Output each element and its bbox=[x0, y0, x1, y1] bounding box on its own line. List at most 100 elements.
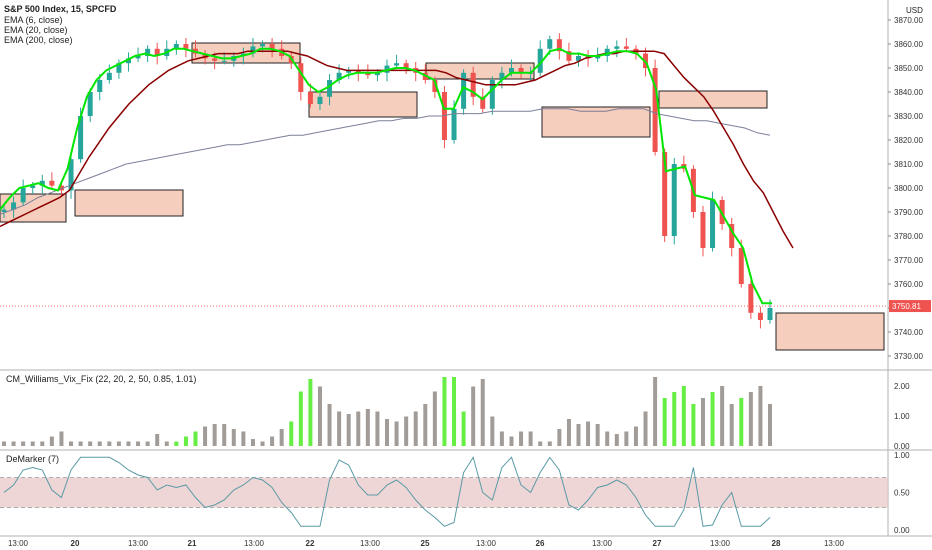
candle-body bbox=[767, 308, 773, 320]
candle-body bbox=[106, 72, 112, 80]
vix-bar bbox=[174, 441, 179, 446]
time-tick-label: 20 bbox=[71, 539, 80, 548]
candle-body bbox=[250, 46, 256, 54]
vix-bar bbox=[136, 441, 141, 446]
candle-body bbox=[614, 46, 620, 49]
vix-bar bbox=[298, 391, 303, 446]
vix-bar bbox=[576, 424, 581, 446]
candle-body bbox=[576, 56, 581, 61]
candle-body bbox=[1, 209, 7, 212]
candle-body bbox=[68, 159, 74, 191]
candle-body bbox=[394, 63, 400, 66]
candle-body bbox=[757, 312, 763, 320]
vix-bar bbox=[471, 386, 476, 446]
time-tick-label: 28 bbox=[772, 539, 781, 548]
candle-body bbox=[317, 96, 323, 104]
vix-bar bbox=[317, 386, 322, 446]
vix-bar bbox=[748, 392, 753, 446]
currency-label: USD bbox=[906, 6, 923, 15]
candle-body bbox=[508, 68, 514, 73]
vix-bar bbox=[643, 411, 648, 446]
time-tick-label: 21 bbox=[188, 539, 197, 548]
vix-bar bbox=[107, 441, 112, 446]
candle-body bbox=[11, 202, 17, 210]
candle-body bbox=[604, 48, 610, 56]
demarker-panel-title[interactable]: DeMarker (7) bbox=[6, 454, 60, 464]
vix-bar bbox=[768, 404, 772, 446]
candle-body bbox=[518, 68, 524, 73]
time-tick-label: 13:00 bbox=[824, 539, 845, 548]
vix-bar bbox=[231, 429, 236, 446]
supply-demand-zone bbox=[541, 106, 651, 138]
vix-bar bbox=[614, 434, 619, 446]
ema200-line bbox=[0, 108, 771, 215]
demarker-band bbox=[0, 477, 888, 508]
vix-bar bbox=[11, 441, 16, 446]
candle-body bbox=[738, 248, 744, 284]
vix-bar bbox=[270, 436, 275, 446]
vix-panel-title[interactable]: CM_Williams_Vix_Fix (22, 20, 2, 50, 0.85… bbox=[6, 374, 197, 384]
vix-bar bbox=[490, 416, 495, 446]
vix-bar bbox=[346, 414, 351, 446]
legend-ema20[interactable]: EMA (20, close) bbox=[4, 25, 68, 35]
vix-bar bbox=[183, 436, 188, 446]
last-price-badge bbox=[889, 300, 931, 313]
vix-bar bbox=[681, 386, 686, 446]
candle-body bbox=[307, 92, 313, 104]
candle-body bbox=[556, 39, 562, 52]
price-tick-label: 3820.00 bbox=[894, 136, 923, 145]
candle-body bbox=[183, 44, 189, 49]
vix-bar bbox=[710, 392, 715, 446]
candle-body bbox=[260, 44, 266, 47]
candle-body bbox=[221, 60, 227, 62]
legend-ema200[interactable]: EMA (200, close) bbox=[4, 35, 73, 45]
vix-bar bbox=[700, 398, 705, 446]
candle-body bbox=[480, 96, 486, 109]
price-tick-label: 3840.00 bbox=[894, 88, 923, 97]
candle-body bbox=[39, 180, 45, 186]
time-tick-label: 26 bbox=[536, 539, 545, 548]
candle-body bbox=[671, 164, 677, 236]
vix-bar bbox=[116, 441, 121, 446]
vix-bar bbox=[164, 441, 169, 446]
vix-bar bbox=[40, 441, 45, 446]
supply-demand-zone bbox=[308, 91, 418, 118]
vix-bar bbox=[423, 404, 428, 446]
time-axis: 13:00 20 13:00 21 13:00 22 13:00 25 13:00 26 13:00… bbox=[8, 539, 845, 548]
vix-bar bbox=[145, 441, 150, 446]
price-tick-label: 3740.00 bbox=[894, 328, 923, 337]
time-tick-label: 13:00 bbox=[8, 539, 29, 548]
vix-bar bbox=[59, 431, 64, 446]
time-tick-label: 13:00 bbox=[592, 539, 613, 548]
candle-body bbox=[489, 80, 495, 109]
vix-bar bbox=[49, 436, 54, 446]
vix-bar bbox=[126, 441, 131, 446]
time-tick-label: 25 bbox=[421, 539, 430, 548]
supply-demand-zone bbox=[775, 312, 885, 351]
candle-body bbox=[346, 70, 352, 73]
candle-body bbox=[154, 48, 160, 56]
vix-bar bbox=[758, 386, 763, 446]
vix-bar bbox=[212, 424, 217, 446]
candle-body bbox=[49, 180, 55, 186]
candle-body bbox=[298, 63, 304, 92]
supply-demand-zone bbox=[74, 189, 184, 217]
legend-ema6[interactable]: EMA (6, close) bbox=[4, 15, 63, 25]
time-tick-label: 13:00 bbox=[710, 539, 731, 548]
candle-body bbox=[374, 72, 380, 76]
vix-bar bbox=[605, 431, 610, 446]
vix-bar bbox=[30, 441, 35, 446]
candle-body bbox=[135, 56, 141, 59]
candle-body bbox=[537, 48, 543, 73]
vix-bar bbox=[250, 439, 255, 446]
candle-body bbox=[355, 70, 361, 73]
vix-tick-label: 1.00 bbox=[894, 412, 910, 421]
candle-body bbox=[470, 72, 476, 97]
time-tick-label: 13:00 bbox=[244, 539, 265, 548]
vix-bar bbox=[260, 441, 265, 446]
candle-body bbox=[403, 63, 409, 68]
candle-body bbox=[547, 39, 553, 49]
vix-bar bbox=[633, 426, 638, 446]
candle-body bbox=[336, 72, 342, 80]
demarker-tick-label: 0.50 bbox=[894, 489, 910, 498]
